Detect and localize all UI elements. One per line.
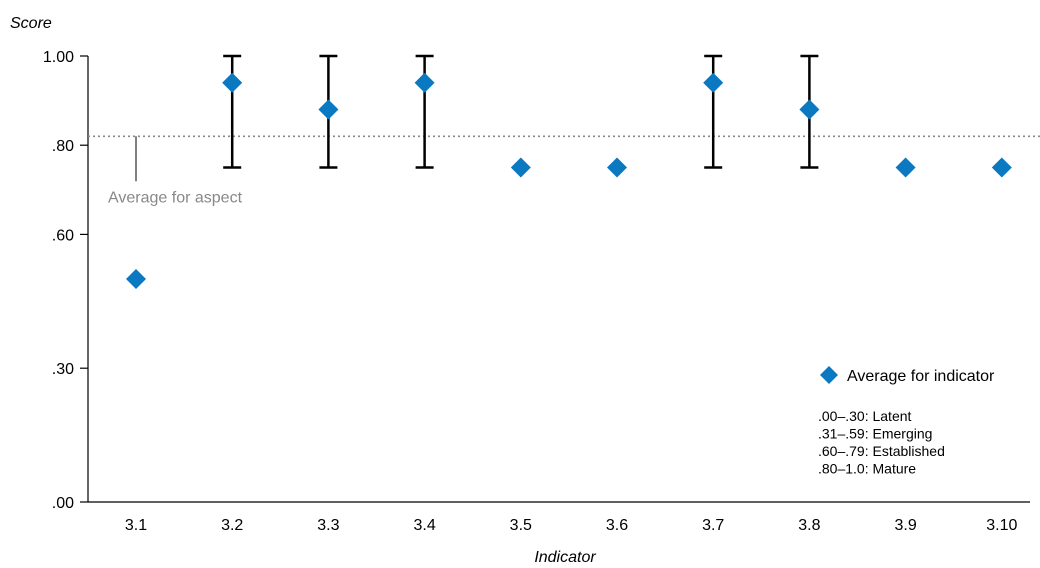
data-point-3.1	[126, 269, 146, 289]
x-tick-label: 3.3	[317, 517, 339, 534]
x-tick-label: 3.4	[413, 517, 435, 534]
y-tick-label: .00	[52, 495, 74, 512]
legend-entry: Average for indicator	[847, 368, 995, 385]
y-tick-label: .30	[52, 361, 74, 378]
y-axis-title: Score	[10, 15, 52, 32]
x-tick-label: 3.2	[221, 517, 243, 534]
data-point-3.9	[895, 157, 916, 178]
data-point-3.6	[607, 157, 627, 178]
error-bars	[223, 54, 819, 169]
legend-scale-line: .80–1.0: Mature	[818, 461, 916, 477]
data-point-3.4	[414, 72, 435, 93]
x-axis-title: Indicator	[534, 549, 596, 566]
data-point-3.10	[991, 157, 1012, 178]
data-point-3.3	[318, 99, 339, 120]
x-tick-label: 3.10	[986, 517, 1017, 534]
legend-scale-line: .60–.79: Established	[818, 443, 945, 459]
data-point-3.2	[222, 72, 243, 93]
legend: Average for indicator .00–.30: Latent .31–…	[818, 366, 995, 477]
x-tick-label: 3.9	[894, 517, 916, 534]
data-markers	[126, 72, 1012, 289]
error-bar	[223, 54, 242, 169]
x-tick-label: 3.5	[510, 517, 532, 534]
data-point-3.8	[799, 99, 820, 120]
reference-line-group: Average for aspect	[88, 135, 1040, 206]
x-tick-label: 3.1	[125, 517, 147, 534]
y-axis: .00 .30 .60 .80 1.00	[43, 49, 89, 512]
x-axis: 3.1 3.2 3.3 3.4 3.5 3.6 3.7 3.8 3.9 3.10	[88, 501, 1030, 534]
data-point-3.7	[703, 72, 724, 93]
legend-scale-line: .00–.30: Latent	[818, 408, 912, 424]
reference-line-label: Average for aspect	[108, 189, 243, 206]
x-tick-label: 3.7	[702, 517, 724, 534]
data-point-3.5	[510, 157, 531, 178]
y-tick-label: 1.00	[43, 49, 74, 66]
error-bar	[704, 54, 723, 169]
x-tick-label: 3.6	[606, 517, 628, 534]
legend-scale-line: .31–.59: Emerging	[818, 426, 932, 442]
y-tick-label: .80	[52, 138, 74, 155]
legend-marker	[820, 366, 838, 384]
error-bar	[415, 54, 434, 169]
y-tick-label: .60	[52, 227, 74, 244]
x-tick-label: 3.8	[798, 517, 820, 534]
